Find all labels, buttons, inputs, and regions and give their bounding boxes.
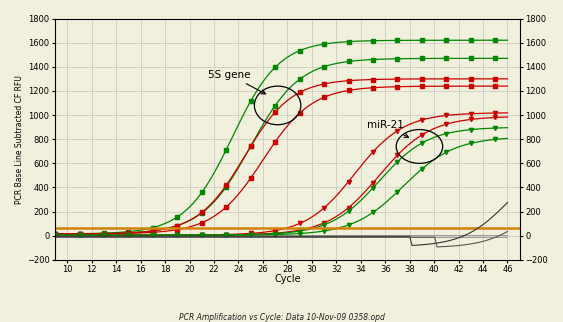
Text: miR-21: miR-21 bbox=[367, 120, 409, 137]
X-axis label: Cycle: Cycle bbox=[274, 274, 301, 284]
Text: 5S gene: 5S gene bbox=[208, 70, 266, 94]
Text: PCR Amplification vs Cycle: Data 10-Nov-09 0358.opd: PCR Amplification vs Cycle: Data 10-Nov-… bbox=[178, 313, 385, 322]
Y-axis label: PCR Base Line Subtracted CF RFU: PCR Base Line Subtracted CF RFU bbox=[15, 75, 24, 204]
